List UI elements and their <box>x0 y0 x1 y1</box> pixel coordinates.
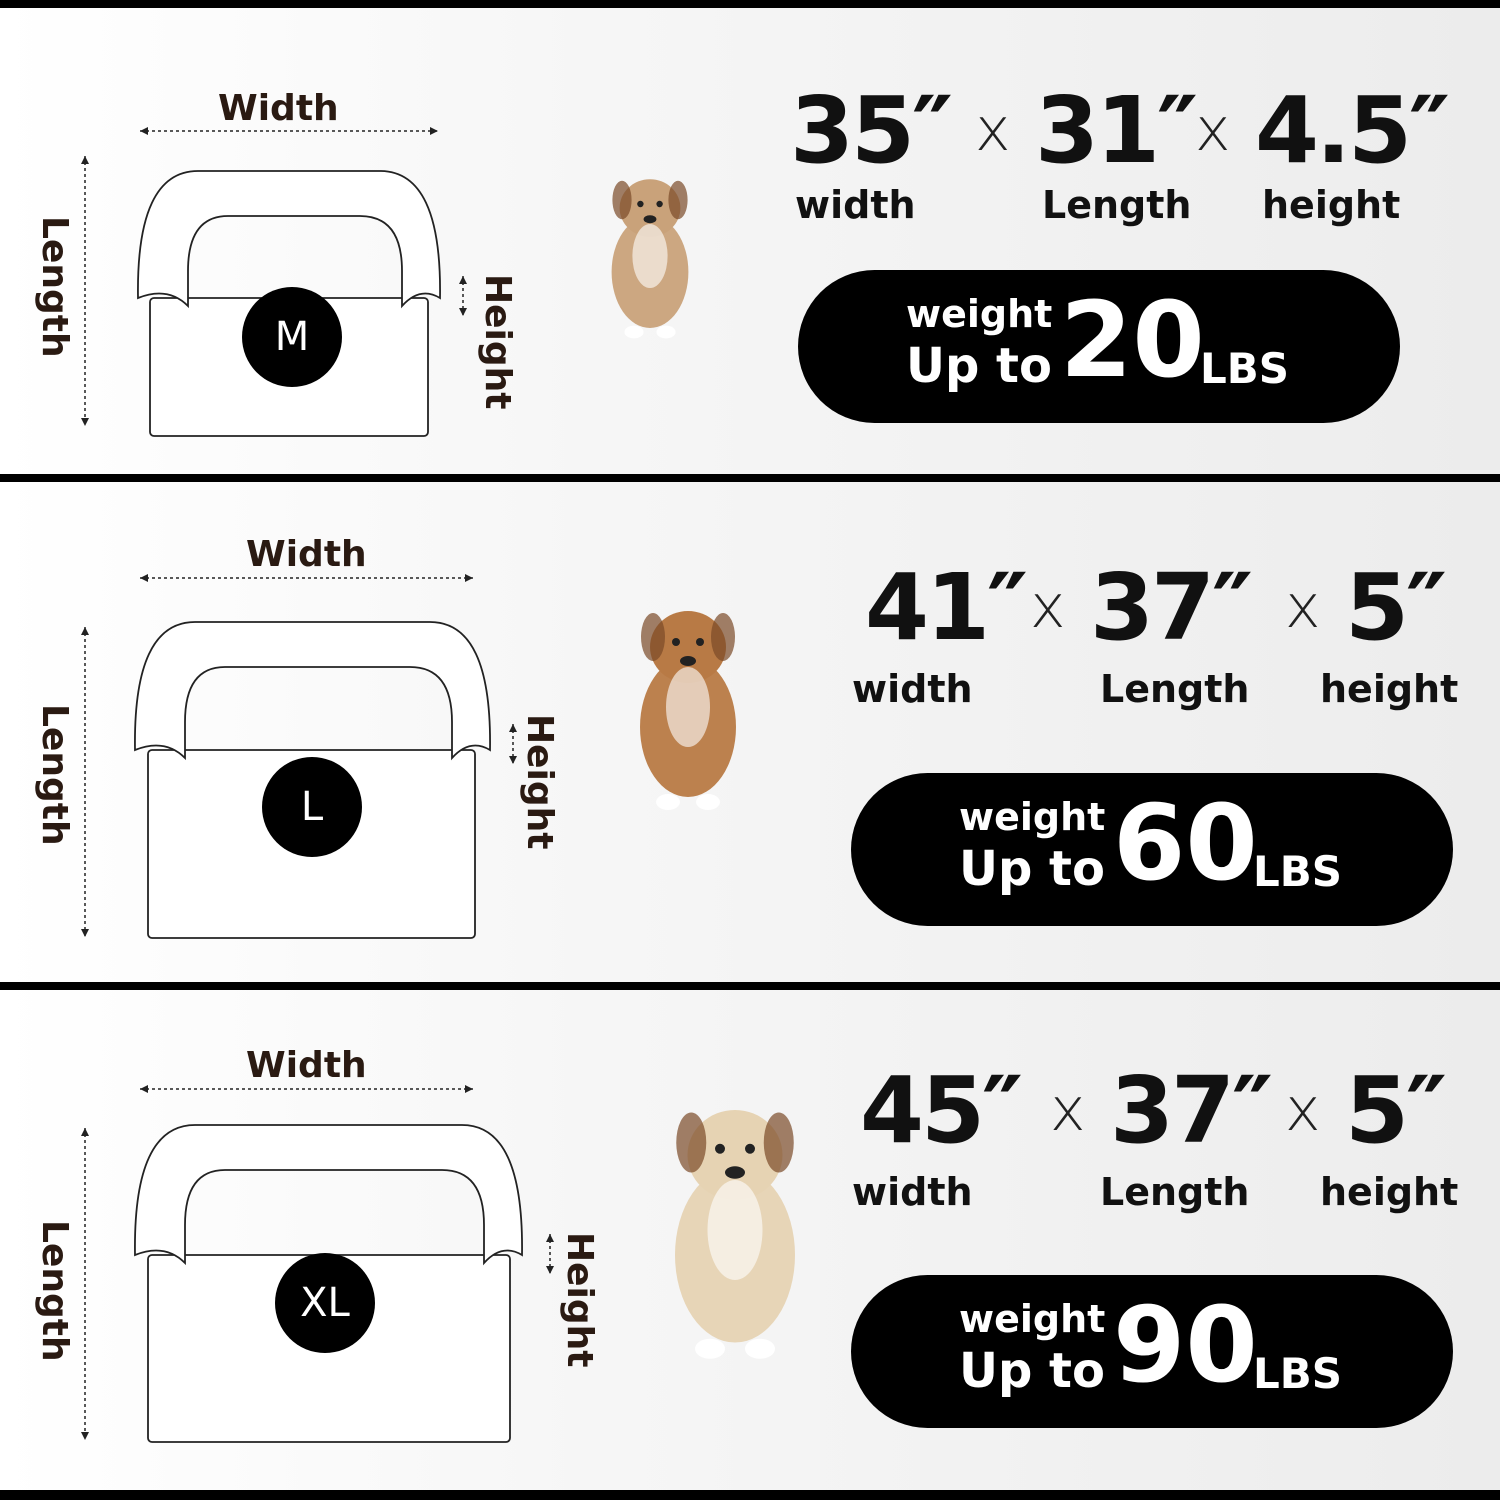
dimension-value: 45″ <box>860 1057 1023 1164</box>
weight-unit: LBS <box>1200 344 1290 393</box>
times-separator: x <box>1285 572 1321 642</box>
width-label: Width <box>218 88 339 129</box>
size-panel-L: Width Length Height L 41″ width 37″ Lengt… <box>0 482 1500 982</box>
dog-photo-french-bulldog <box>611 179 689 339</box>
dimension-label: Length <box>1100 1170 1250 1214</box>
times-separator: x <box>1195 95 1231 165</box>
weight-label: weight <box>959 795 1106 839</box>
weight-capacity-pill: weight Up to 60 LBS <box>851 773 1453 926</box>
dimension-label: height <box>1320 1170 1459 1214</box>
size-panel-M: Width Length Height M 35″ width 31″ Lengt… <box>0 8 1500 474</box>
weight-unit: LBS <box>1253 1349 1343 1398</box>
dimension-value: 35″ <box>790 77 953 184</box>
size-badge: XL <box>275 1253 375 1353</box>
length-label: Length <box>34 1220 75 1362</box>
size-panel-XL: Width Length Height XL 45″ width 37″ Leng… <box>0 990 1500 1490</box>
times-separator: x <box>975 95 1011 165</box>
up-to-label: Up to <box>959 841 1105 897</box>
dog-photo-beagle <box>640 611 736 810</box>
weight-value: 20 <box>1060 279 1205 401</box>
times-separator: x <box>1050 1075 1086 1145</box>
height-label: Height <box>477 274 518 410</box>
dimension-label: Length <box>1042 183 1192 227</box>
dimension-value: 5″ <box>1345 1057 1447 1164</box>
dog-photo-labrador <box>675 1110 795 1359</box>
weight-unit: LBS <box>1253 847 1343 896</box>
width-label: Width <box>246 534 367 575</box>
times-separator: x <box>1030 572 1066 642</box>
dimension-label: width <box>852 667 973 711</box>
up-to-label: Up to <box>906 338 1052 394</box>
dimension-value: 4.5″ <box>1255 77 1450 184</box>
dimension-value: 37″ <box>1110 1057 1273 1164</box>
dimension-value: 37″ <box>1090 554 1253 661</box>
dimension-label: height <box>1320 667 1459 711</box>
dimension-label: width <box>852 1170 973 1214</box>
dimension-label: width <box>795 183 916 227</box>
length-label: Length <box>34 216 75 358</box>
dimension-label: height <box>1262 183 1401 227</box>
height-label: Height <box>519 714 560 850</box>
weight-label: weight <box>906 292 1053 336</box>
times-separator: x <box>1285 1075 1321 1145</box>
weight-value: 90 <box>1113 1284 1258 1406</box>
dimension-label: Length <box>1100 667 1250 711</box>
width-label: Width <box>246 1045 367 1086</box>
length-label: Length <box>34 704 75 846</box>
dimension-value: 31″ <box>1035 77 1198 184</box>
up-to-label: Up to <box>959 1343 1105 1399</box>
sofa-diagram <box>81 1085 795 1443</box>
dimension-value: 5″ <box>1345 554 1447 661</box>
weight-value: 60 <box>1113 782 1258 904</box>
size-badge: L <box>262 757 362 857</box>
weight-label: weight <box>959 1297 1106 1341</box>
size-badge: M <box>242 287 342 387</box>
weight-capacity-pill: weight Up to 20 LBS <box>798 270 1400 423</box>
height-label: Height <box>559 1232 600 1368</box>
dimension-value: 41″ <box>865 554 1028 661</box>
weight-capacity-pill: weight Up to 90 LBS <box>851 1275 1453 1428</box>
